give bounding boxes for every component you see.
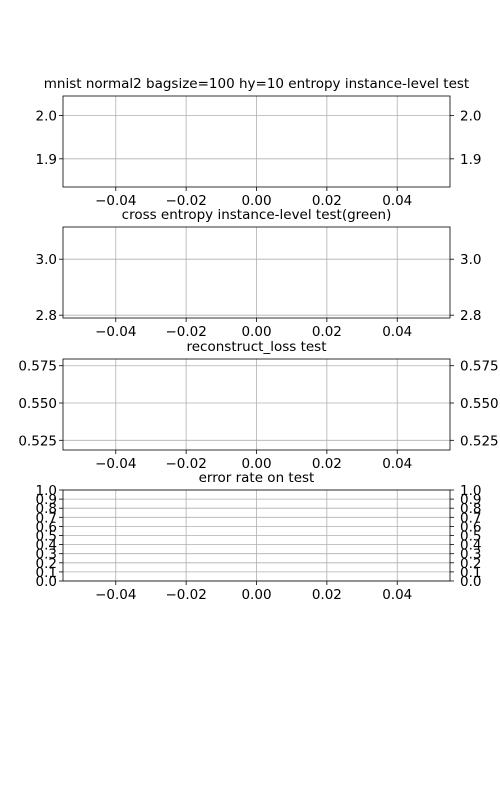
y-tick-label-right: 0.575 <box>460 359 499 375</box>
y-tick-label-left: 1.9 <box>36 152 57 168</box>
y-tick-label-right: 0.525 <box>460 433 499 449</box>
x-tick-label: −0.04 <box>95 193 136 209</box>
y-tick-label-left: 0.575 <box>18 359 57 375</box>
y-tick-label-left: 0.7 <box>36 510 57 526</box>
chart-panel-1: −0.04 −0.02 0.00 0.02 0.04 1.9 1.9 2.0 2.0 mnist … <box>36 76 482 209</box>
x-tick-label: −0.04 <box>95 324 136 340</box>
x-tick-label: 0.00 <box>241 587 271 603</box>
x-tick-label: −0.02 <box>165 324 206 340</box>
y-tick-label-left: 0.525 <box>18 433 57 449</box>
y-tick-label-right: 0.0 <box>460 574 481 590</box>
y-tick-label-left: 0.6 <box>36 519 57 535</box>
y-tick-label-right: 0.6 <box>460 519 481 535</box>
x-tick-label: 0.02 <box>312 587 342 603</box>
y-tick-label-left: 0.1 <box>36 565 57 581</box>
y-tick-label-right: 0.5 <box>460 529 481 545</box>
y-tick-label-right: 0.550 <box>460 396 499 412</box>
chart-panel-2: −0.04 −0.02 0.00 0.02 0.04 2.8 2.8 3.0 3.0 cross … <box>36 207 482 340</box>
y-tick-label-right: 0.1 <box>460 565 481 581</box>
y-tick-label-right: 1.9 <box>460 152 481 168</box>
y-tick-label-left: 2.8 <box>36 308 57 324</box>
y-tick-label-left: 0.2 <box>36 556 57 572</box>
y-tick-label-left: 0.4 <box>36 538 57 554</box>
y-tick-label-left: 0.3 <box>36 547 57 563</box>
x-tick-label: −0.04 <box>95 587 136 603</box>
y-tick-label-right: 0.8 <box>460 501 481 517</box>
y-tick-label-right: 2.8 <box>460 308 481 324</box>
x-tick-label: 0.02 <box>312 324 342 340</box>
x-tick-label: 0.02 <box>312 193 342 209</box>
y-tick-label-left: 3.0 <box>36 252 57 268</box>
x-tick-label: −0.02 <box>165 587 206 603</box>
y-tick-label-right: 0.4 <box>460 538 481 554</box>
chart-panel-4: −0.04 −0.02 0.00 0.02 0.040.0 0.00.1 0.10.2 0.2… <box>36 470 482 603</box>
y-tick-label-left: 0.0 <box>36 574 57 590</box>
y-tick-label-left: 0.550 <box>18 396 57 412</box>
y-tick-label-left: 2.0 <box>36 109 57 125</box>
chart-title: mnist normal2 bagsize=100 hy=10 entropy … <box>44 76 469 92</box>
x-tick-label: 0.00 <box>241 193 271 209</box>
x-tick-label: 0.02 <box>312 456 342 472</box>
y-tick-label-right: 2.0 <box>460 109 481 125</box>
x-tick-label: 0.00 <box>241 324 271 340</box>
x-tick-label: 0.04 <box>382 587 412 603</box>
y-tick-label-right: 0.9 <box>460 492 481 508</box>
x-tick-label: 0.04 <box>382 193 412 209</box>
x-tick-label: −0.04 <box>95 456 136 472</box>
y-tick-label-right: 0.7 <box>460 510 481 526</box>
chart-title: cross entropy instance-level test(green) <box>122 207 392 223</box>
y-tick-label-right: 0.3 <box>460 547 481 563</box>
x-tick-label: −0.02 <box>165 456 206 472</box>
x-tick-label: −0.02 <box>165 193 206 209</box>
y-tick-label-right: 0.2 <box>460 556 481 572</box>
y-tick-label-left: 0.5 <box>36 529 57 545</box>
y-tick-label-left: 1.0 <box>36 483 57 499</box>
y-tick-label-left: 0.9 <box>36 492 57 508</box>
chart-panel-3: −0.04 −0.02 0.00 0.02 0.04 0.525 0.525 0.550 0.5… <box>18 339 498 472</box>
x-tick-label: 0.00 <box>241 456 271 472</box>
y-tick-label-right: 1.0 <box>460 483 481 499</box>
chart-title: reconstruct_loss test <box>187 339 327 355</box>
y-tick-label-right: 3.0 <box>460 252 481 268</box>
y-tick-label-left: 0.8 <box>36 501 57 517</box>
x-tick-label: 0.04 <box>382 456 412 472</box>
x-tick-label: 0.04 <box>382 324 412 340</box>
chart-title: error rate on test <box>199 470 315 486</box>
